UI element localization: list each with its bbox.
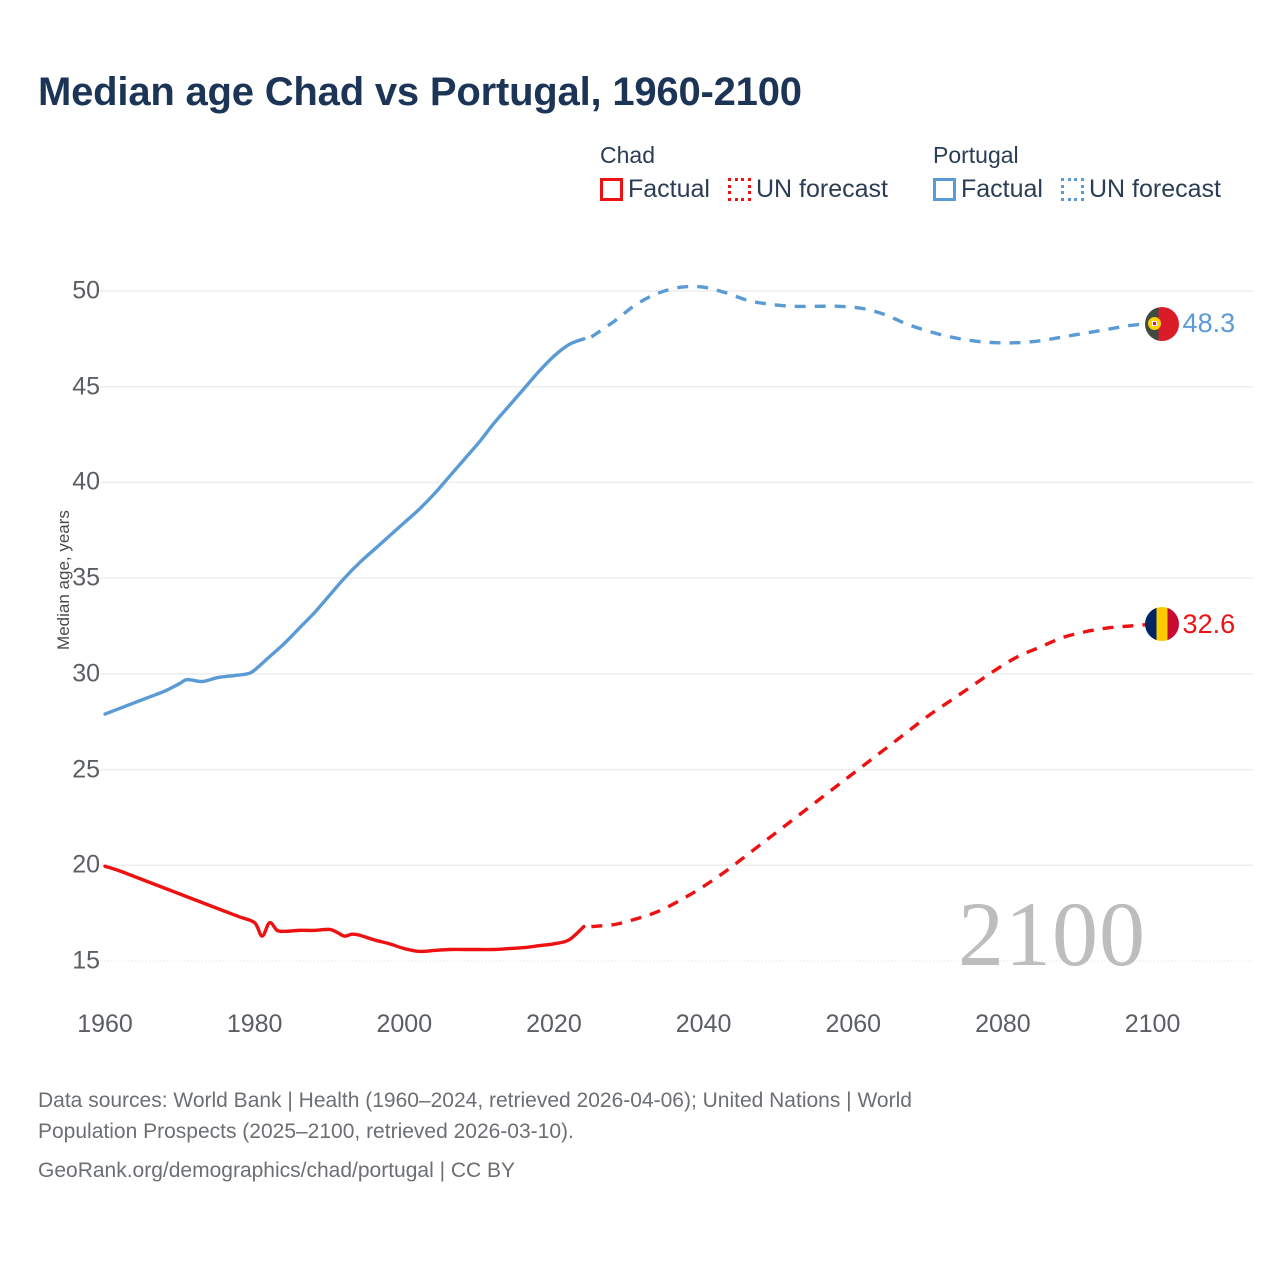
footer-data-sources-line1: Data sources: World Bank | Health (1960–…: [38, 1089, 912, 1112]
y-tick-label: 50: [72, 276, 100, 305]
x-tick-label: 2040: [675, 1010, 732, 1038]
end-value-chad: 32.6: [1182, 608, 1236, 639]
x-tick-label: 1980: [226, 1010, 283, 1038]
page-title: Median age Chad vs Portugal, 1960-2100: [38, 70, 802, 114]
legend-group-title-chad: Chad: [600, 142, 655, 168]
x-tick-label: 2000: [376, 1010, 433, 1038]
y-tick-label: 40: [72, 467, 100, 496]
legend-item-portugal-factual[interactable]: Factual: [933, 175, 1043, 204]
footer-notes: Data sources: World Bank | Health (1960–…: [38, 1085, 1158, 1186]
legend-swatch-dotted-red-icon: [727, 178, 751, 201]
end-label-portugal: 48.3: [1144, 306, 1236, 341]
legend-item-portugal-forecast[interactable]: UN forecast: [1060, 175, 1221, 204]
series-line-factual-chad: [103, 864, 586, 954]
legend-swatch-dotted-blue-icon: [1060, 178, 1084, 201]
y-tick-label: 20: [72, 850, 100, 879]
footer-data-sources-line2: Population Prospects (2025–2100, retriev…: [38, 1120, 574, 1144]
legend-label-portugal-forecast: UN forecast: [1088, 175, 1221, 203]
x-tick-label: 2020: [526, 1010, 582, 1038]
legend-item-chad-forecast[interactable]: UN forecast: [727, 175, 888, 204]
legend-group-portugal: Portugal Factual UN forecast: [933, 142, 1221, 204]
portugal-flag-icon: [1144, 306, 1179, 341]
portugal-emblem-icon: [1147, 317, 1161, 331]
legend-label-chad-forecast: UN forecast: [755, 175, 888, 203]
legend-group-chad: Chad Factual UN forecast: [600, 142, 888, 204]
legend-swatch-solid-blue-icon: [933, 178, 956, 201]
legend-swatch-solid-red-icon: [600, 178, 623, 201]
x-tick-label: 2100: [1124, 1010, 1181, 1038]
legend-item-chad-factual[interactable]: Factual: [600, 175, 710, 204]
footer-attribution[interactable]: GeoRank.org/demographics/chad/portugal |…: [38, 1159, 516, 1183]
x-tick-label: 2080: [975, 1010, 1031, 1038]
legend-label-chad-factual: Factual: [628, 175, 710, 203]
series-line-factual-portugal: [103, 337, 586, 716]
y-tick-label: 15: [72, 946, 100, 975]
y-tick-label: 45: [72, 372, 100, 401]
chart-legend: Chad Factual UN forecast Portugal Factua…: [600, 142, 1260, 232]
end-label-chad: 32.6: [1144, 607, 1236, 642]
legend-group-title-portugal: Portugal: [933, 142, 1019, 168]
y-tick-label: 30: [72, 659, 100, 688]
end-value-portugal: 48.3: [1182, 308, 1236, 339]
legend-label-portugal-factual: Factual: [961, 175, 1043, 203]
year-watermark: 2100: [958, 883, 1146, 985]
x-tick-label: 2060: [825, 1010, 882, 1038]
x-tick-label: 1960: [77, 1010, 133, 1038]
y-axis-title: Median age, years: [54, 510, 73, 650]
y-tick-label: 35: [72, 563, 100, 592]
chad-flag-icon: [1144, 607, 1179, 642]
series-line-forecast-chad: [591, 622, 1153, 929]
series-line-forecast-portugal: [590, 284, 1153, 345]
y-tick-label: 25: [72, 755, 100, 784]
